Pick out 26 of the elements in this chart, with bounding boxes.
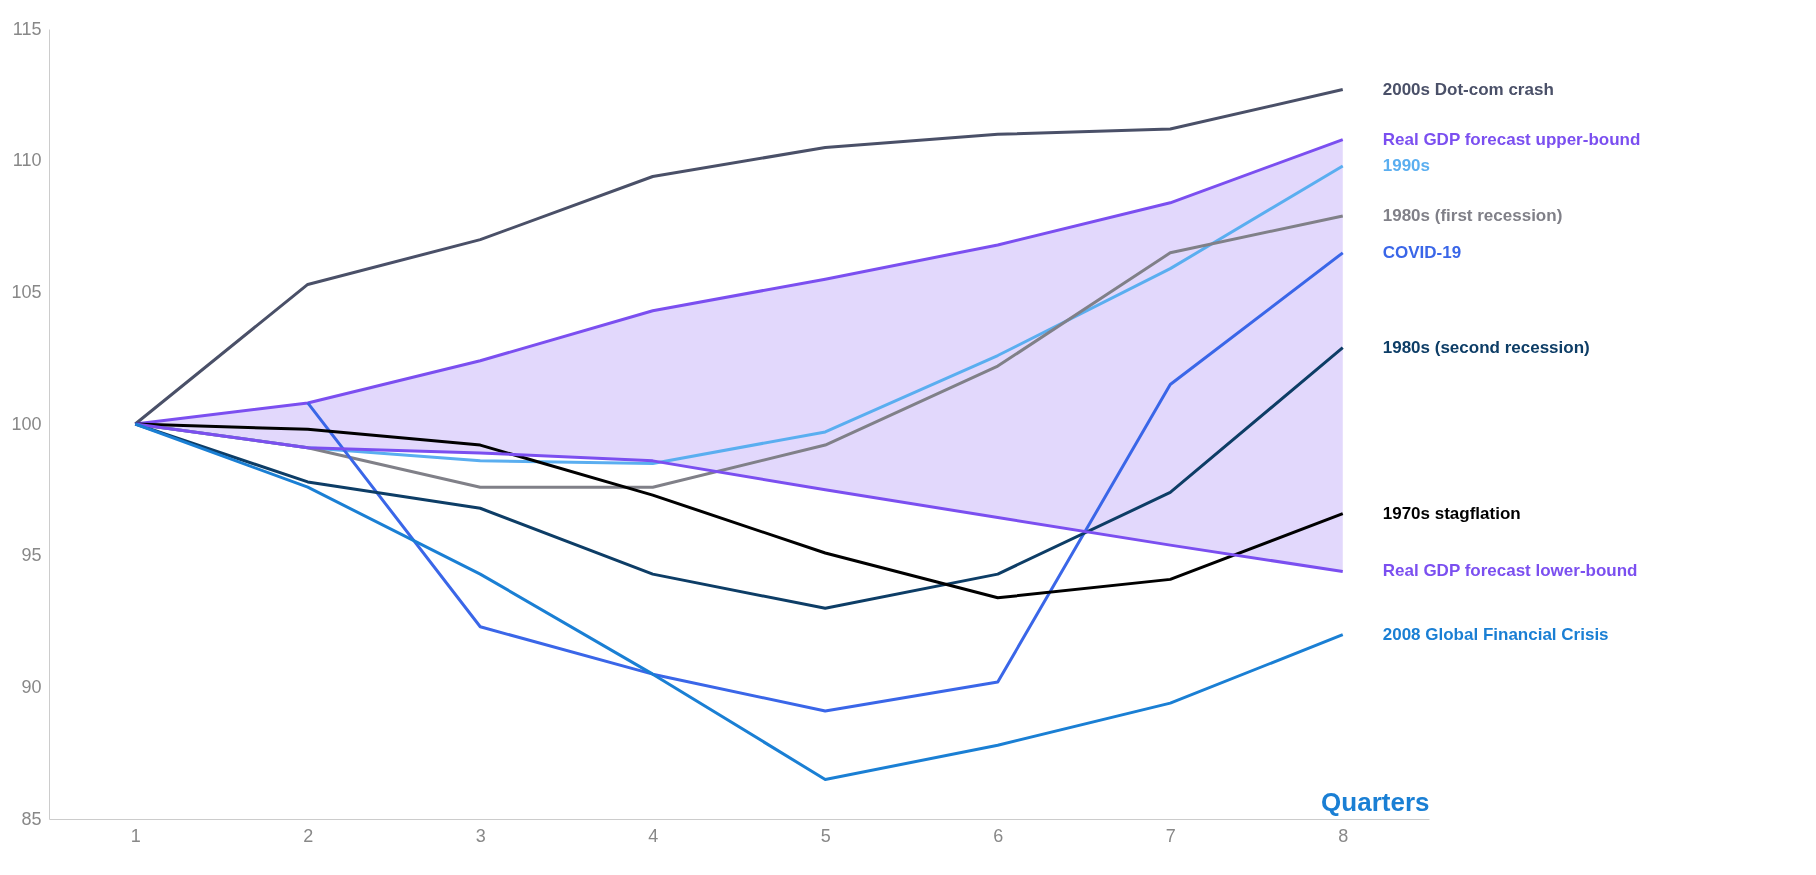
y-tick-label: 90 <box>21 676 42 697</box>
text: Real GDP forecast lower-bound <box>1382 561 1638 581</box>
text: 1980s (first recession) <box>1382 205 1563 225</box>
x-tick-label: 2 <box>303 825 314 846</box>
y-tick-label: 100 <box>11 413 42 434</box>
y-tick-label: 105 <box>11 281 42 302</box>
x-tick-label: 7 <box>1165 825 1176 846</box>
y-tick-label: 95 <box>21 545 42 566</box>
x-tick-label: 5 <box>820 825 831 846</box>
text: 1990s <box>1382 155 1431 175</box>
x-tick-label: 3 <box>475 825 486 846</box>
text: 1980s (second recession) <box>1382 337 1590 357</box>
text: 1970s stagflation <box>1382 503 1521 523</box>
x-tick-label: 6 <box>993 825 1004 846</box>
x-tick-label: 1 <box>130 825 141 846</box>
text: 2000s Dot-com crash <box>1382 79 1554 99</box>
y-tick-label: 115 <box>12 18 42 39</box>
x-tick-label: 4 <box>648 825 659 846</box>
x-axis-title: Quarters <box>1321 786 1430 817</box>
x-tick-label: 8 <box>1338 825 1349 846</box>
text: 2008 Global Financial Crisis <box>1382 624 1609 644</box>
y-tick-label: 110 <box>12 150 42 171</box>
text: Real GDP forecast upper-bound <box>1382 129 1641 149</box>
line-series <box>306 251 1345 713</box>
y-tick-label: 85 <box>21 808 42 829</box>
text: COVID-19 <box>1382 242 1462 262</box>
